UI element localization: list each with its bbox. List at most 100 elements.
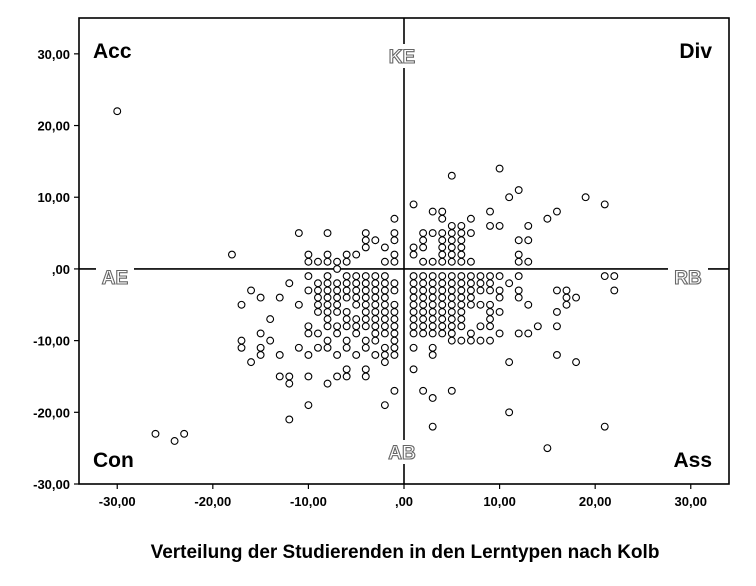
data-point: [600, 272, 609, 281]
data-point: [342, 372, 351, 381]
data-point: [438, 243, 447, 252]
data-point: [314, 286, 322, 295]
data-point: [457, 272, 466, 281]
data-point: [419, 307, 428, 316]
data-point: [438, 257, 447, 266]
data-point: [486, 279, 494, 288]
data-point: [390, 329, 399, 338]
data-point: [323, 293, 332, 302]
data-point: [505, 358, 514, 367]
data-point: [180, 429, 189, 438]
data-point: [514, 257, 523, 266]
data-point: [600, 200, 609, 209]
data-point: [333, 300, 342, 309]
x-tick-label: -10,00: [290, 494, 327, 509]
data-point: [352, 351, 361, 359]
data-point: [380, 322, 389, 331]
axis-label-right-bg: [668, 265, 708, 289]
quadrant-label-bottom-left: Con: [93, 449, 134, 472]
data-point: [323, 300, 332, 309]
data-point: [438, 307, 447, 316]
data-point: [447, 236, 456, 245]
data-point: [457, 243, 466, 252]
data-point: [342, 365, 351, 374]
data-point: [342, 315, 351, 324]
data-point: [486, 286, 494, 295]
data-point: [390, 343, 399, 352]
data-point: [438, 279, 447, 288]
data-point: [447, 221, 456, 230]
data-point: [514, 236, 523, 245]
data-point: [505, 193, 514, 202]
data-point: [314, 257, 322, 266]
data-point: [390, 307, 399, 316]
data-point: [304, 272, 313, 281]
data-point: [390, 322, 399, 331]
data-point: [314, 293, 322, 302]
data-point: [352, 272, 361, 281]
data-point: [361, 272, 370, 281]
data-point: [476, 279, 485, 288]
data-point: [371, 286, 380, 295]
data-point: [323, 286, 332, 295]
data-point: [447, 171, 456, 180]
data-point: [457, 300, 466, 309]
x-tick-label: 20,00: [579, 494, 612, 509]
data-point: [438, 207, 447, 216]
data-point: [486, 336, 494, 345]
data-point: [447, 386, 456, 395]
data-point: [390, 279, 399, 288]
data-point: [447, 272, 456, 281]
data-point: [371, 336, 380, 345]
data-point: [380, 307, 389, 316]
data-point: [476, 286, 485, 295]
data-point: [438, 329, 447, 338]
data-point: [390, 257, 399, 266]
data-point: [457, 315, 466, 324]
data-point: [419, 322, 428, 331]
data-point: [371, 307, 380, 316]
data-point: [266, 315, 275, 324]
data-point: [361, 236, 370, 245]
data-point: [352, 300, 361, 309]
data-point: [342, 286, 351, 295]
data-point: [562, 286, 571, 295]
data-point: [543, 444, 552, 453]
data-point: [409, 293, 418, 302]
data-point: [342, 257, 351, 266]
x-tick-label: ,00: [395, 494, 413, 509]
data-point: [466, 257, 475, 266]
data-point: [323, 272, 332, 281]
data-point: [447, 250, 456, 259]
data-point: [371, 279, 380, 288]
data-point: [447, 279, 456, 288]
data-point: [409, 300, 418, 309]
data-point: [380, 315, 389, 324]
data-point: [361, 336, 370, 345]
chart-title: Verteilung der Studierenden in den Lernt…: [151, 542, 660, 563]
data-point: [409, 250, 418, 259]
data-point: [610, 286, 619, 295]
data-point: [524, 221, 533, 230]
data-point: [457, 307, 466, 316]
data-point: [476, 300, 485, 309]
data-point: [304, 257, 313, 266]
data-point: [314, 279, 322, 288]
data-point: [457, 221, 466, 230]
data-point: [409, 200, 418, 209]
data-point: [371, 315, 380, 324]
data-point: [457, 229, 466, 238]
data-point: [466, 272, 475, 281]
data-point: [428, 293, 437, 302]
x-tick-label: 30,00: [674, 494, 707, 509]
y-tick-label: 10,00: [37, 190, 70, 205]
data-point: [428, 394, 437, 402]
data-point: [486, 221, 494, 230]
data-point: [380, 272, 389, 281]
data-point: [333, 264, 342, 273]
data-point: [380, 401, 389, 410]
data-point: [333, 286, 342, 295]
data-point: [486, 307, 494, 316]
axis-label-top: KE: [389, 47, 415, 68]
data-point: [543, 214, 552, 223]
